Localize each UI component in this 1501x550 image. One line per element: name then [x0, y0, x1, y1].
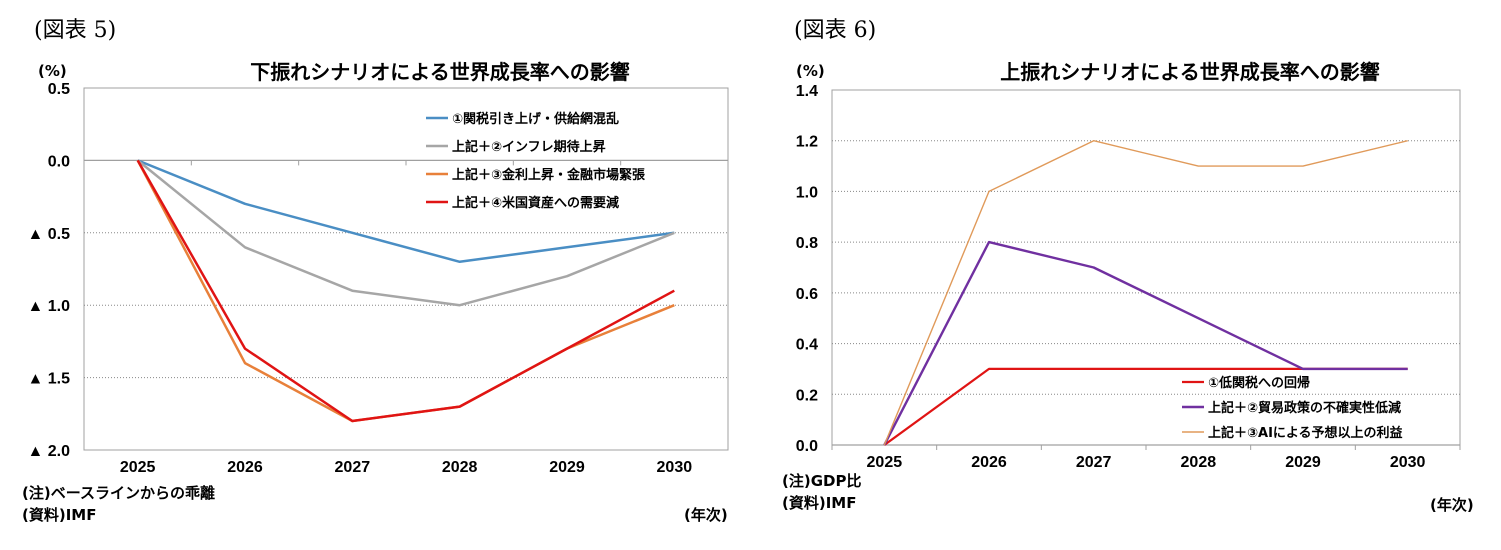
legend-label-2: 上記＋②インフレ期待上昇: [452, 139, 606, 155]
x-tick-label: 2029: [1285, 454, 1321, 471]
legend-label-1: ①関税引き上げ・供給網混乱: [452, 111, 619, 127]
legend-label-3: 上記＋③金利上昇・金融市場緊張: [452, 167, 646, 183]
legend-label-1: ①低関税への回帰: [1208, 375, 1310, 391]
y-tick-label: 0.2: [796, 387, 818, 404]
x-tick-label: 2026: [227, 459, 263, 476]
note-source: (資料)IMF: [782, 494, 857, 512]
y-tick-label: 1.0: [796, 184, 818, 201]
y-tick-label: 0.6: [796, 286, 818, 303]
plot-area-border: [83, 87, 729, 451]
x-tick-label: 2027: [335, 459, 371, 476]
x-tick-label: 2025: [120, 459, 156, 476]
note-source: (資料)IMF: [22, 506, 97, 524]
x-tick-label: 2025: [867, 454, 903, 471]
chart-plot-downside: 0.5 0.0 ▲ 0.5 ▲ 1.0 ▲ 1.5 ▲ 2.0 2025 2026 2027 20…: [27, 81, 729, 476]
x-tick-label: 2027: [1076, 454, 1112, 471]
x-tick-label: 2026: [971, 454, 1007, 471]
x-tick-label: 2028: [442, 459, 478, 476]
y-tick-label: ▲ 0.5: [27, 226, 70, 243]
note-baseline: (注)ベースラインからの乖離: [22, 484, 215, 502]
legend-label-4: 上記＋④米国資産への需要減: [452, 195, 619, 211]
series-line-2: [883, 240, 1408, 446]
x-tick-label: 2030: [1390, 454, 1426, 471]
series-line-4: [136, 159, 675, 423]
chart-panel-downside: (図表 5) (%) 下振れシナリオによる世界成長率への影響 0.5 0.0 ▲ 0…: [0, 0, 750, 550]
legend-label-3: 上記＋③AIによる予想以上の利益: [1208, 425, 1403, 441]
note-gdp: (注)GDP比: [782, 472, 862, 490]
legend-label-2: 上記＋②貿易政策の不確実性低減: [1208, 400, 1401, 416]
x-axis-label: (年次): [684, 506, 728, 524]
y-tick-label: 1.4: [796, 83, 818, 100]
figure-label: (図表 5): [34, 18, 117, 43]
x-tick-label: 2029: [549, 459, 585, 476]
y-tick-label: ▲ 2.0: [27, 443, 70, 460]
chart-plot-upside: 1.4 1.2 1.0 0.8 0.6 0.4 0.2 0.0 2025 2026 2027 2028…: [796, 83, 1461, 471]
series-line-1: [137, 159, 675, 264]
chart-title: 上振れシナリオによる世界成長率への影響: [1000, 60, 1380, 84]
y-tick-label: 1.2: [796, 134, 818, 151]
chart-panel-upside: (図表 6) (%) 上振れシナリオによる世界成長率への影響 1.4 1.2 1.0…: [760, 0, 1501, 550]
x-tick-label: 2028: [1181, 454, 1217, 471]
y-tick-label: 0.4: [796, 337, 818, 354]
chart-title: 下振れシナリオによる世界成長率への影響: [250, 60, 630, 84]
y-tick-label: 0.8: [796, 235, 818, 252]
x-axis-label: (年次): [1430, 496, 1474, 514]
y-tick-label: ▲ 1.5: [27, 371, 70, 388]
x-tick-label: 2030: [657, 459, 693, 476]
y-tick-label: 0.0: [796, 438, 818, 455]
y-tick-label: 0.5: [48, 81, 70, 98]
y-tick-label: ▲ 1.0: [27, 298, 70, 315]
y-tick-label: 0.0: [48, 153, 70, 170]
figure-label: (図表 6): [794, 18, 877, 43]
y-unit-label: (%): [796, 62, 825, 80]
plot-area-border: [831, 89, 1461, 446]
series-line-3: [883, 139, 1408, 446]
series-line-2: [136, 159, 675, 307]
y-unit-label: (%): [38, 62, 67, 80]
